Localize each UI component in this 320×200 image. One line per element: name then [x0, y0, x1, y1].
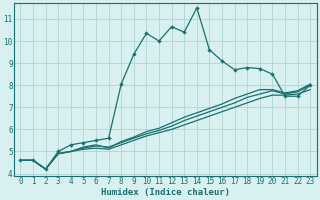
X-axis label: Humidex (Indice chaleur): Humidex (Indice chaleur) [101, 188, 230, 197]
